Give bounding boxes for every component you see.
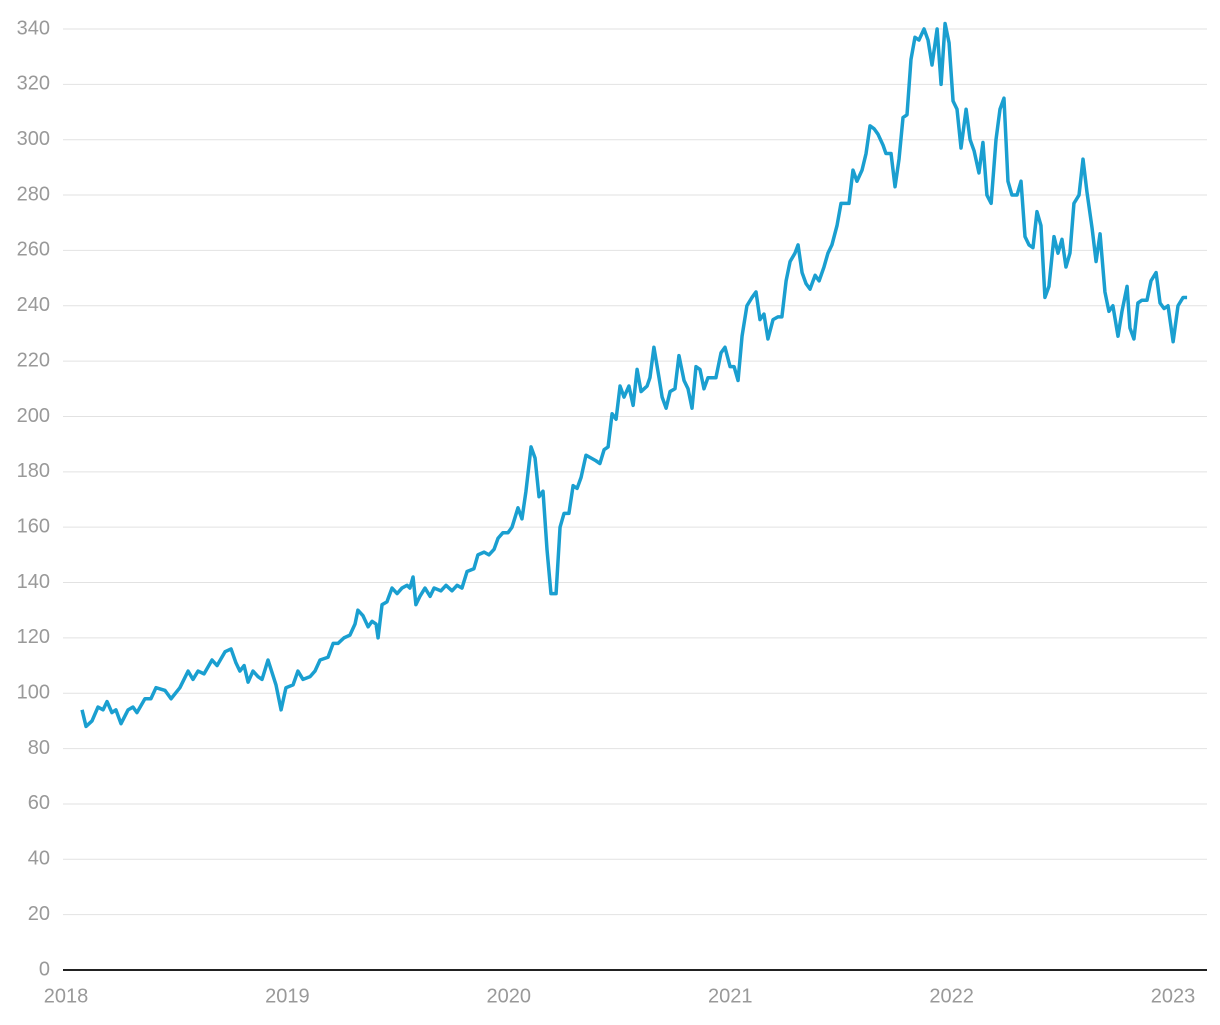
x-tick-label: 2020 [487, 985, 532, 1007]
y-tick-label: 320 [17, 73, 50, 95]
y-tick-label: 220 [17, 349, 50, 371]
y-tick-label: 340 [17, 17, 50, 39]
y-tick-label: 200 [17, 405, 50, 427]
y-tick-label: 280 [17, 183, 50, 205]
y-tick-label: 100 [17, 682, 50, 704]
y-tick-label: 80 [28, 737, 50, 759]
y-tick-label: 160 [17, 515, 50, 537]
x-tick-label: 2021 [708, 985, 753, 1007]
data-line [80, 21, 1188, 729]
x-tick-label: 2019 [265, 985, 310, 1007]
x-tick-label: 2023 [1151, 985, 1196, 1007]
y-tick-label: 60 [28, 792, 50, 814]
x-tick-label: 2018 [44, 985, 89, 1007]
y-tick-label: 0 [39, 958, 50, 980]
y-tick-label: 180 [17, 460, 50, 482]
y-tick-label: 120 [17, 626, 50, 648]
y-tick-label: 300 [17, 128, 50, 150]
y-tick-label: 140 [17, 571, 50, 593]
x-tick-label: 2022 [929, 985, 974, 1007]
y-tick-label: 260 [17, 239, 50, 261]
y-tick-label: 240 [17, 294, 50, 316]
y-tick-label: 20 [28, 903, 50, 925]
y-tick-label: 40 [28, 848, 50, 870]
